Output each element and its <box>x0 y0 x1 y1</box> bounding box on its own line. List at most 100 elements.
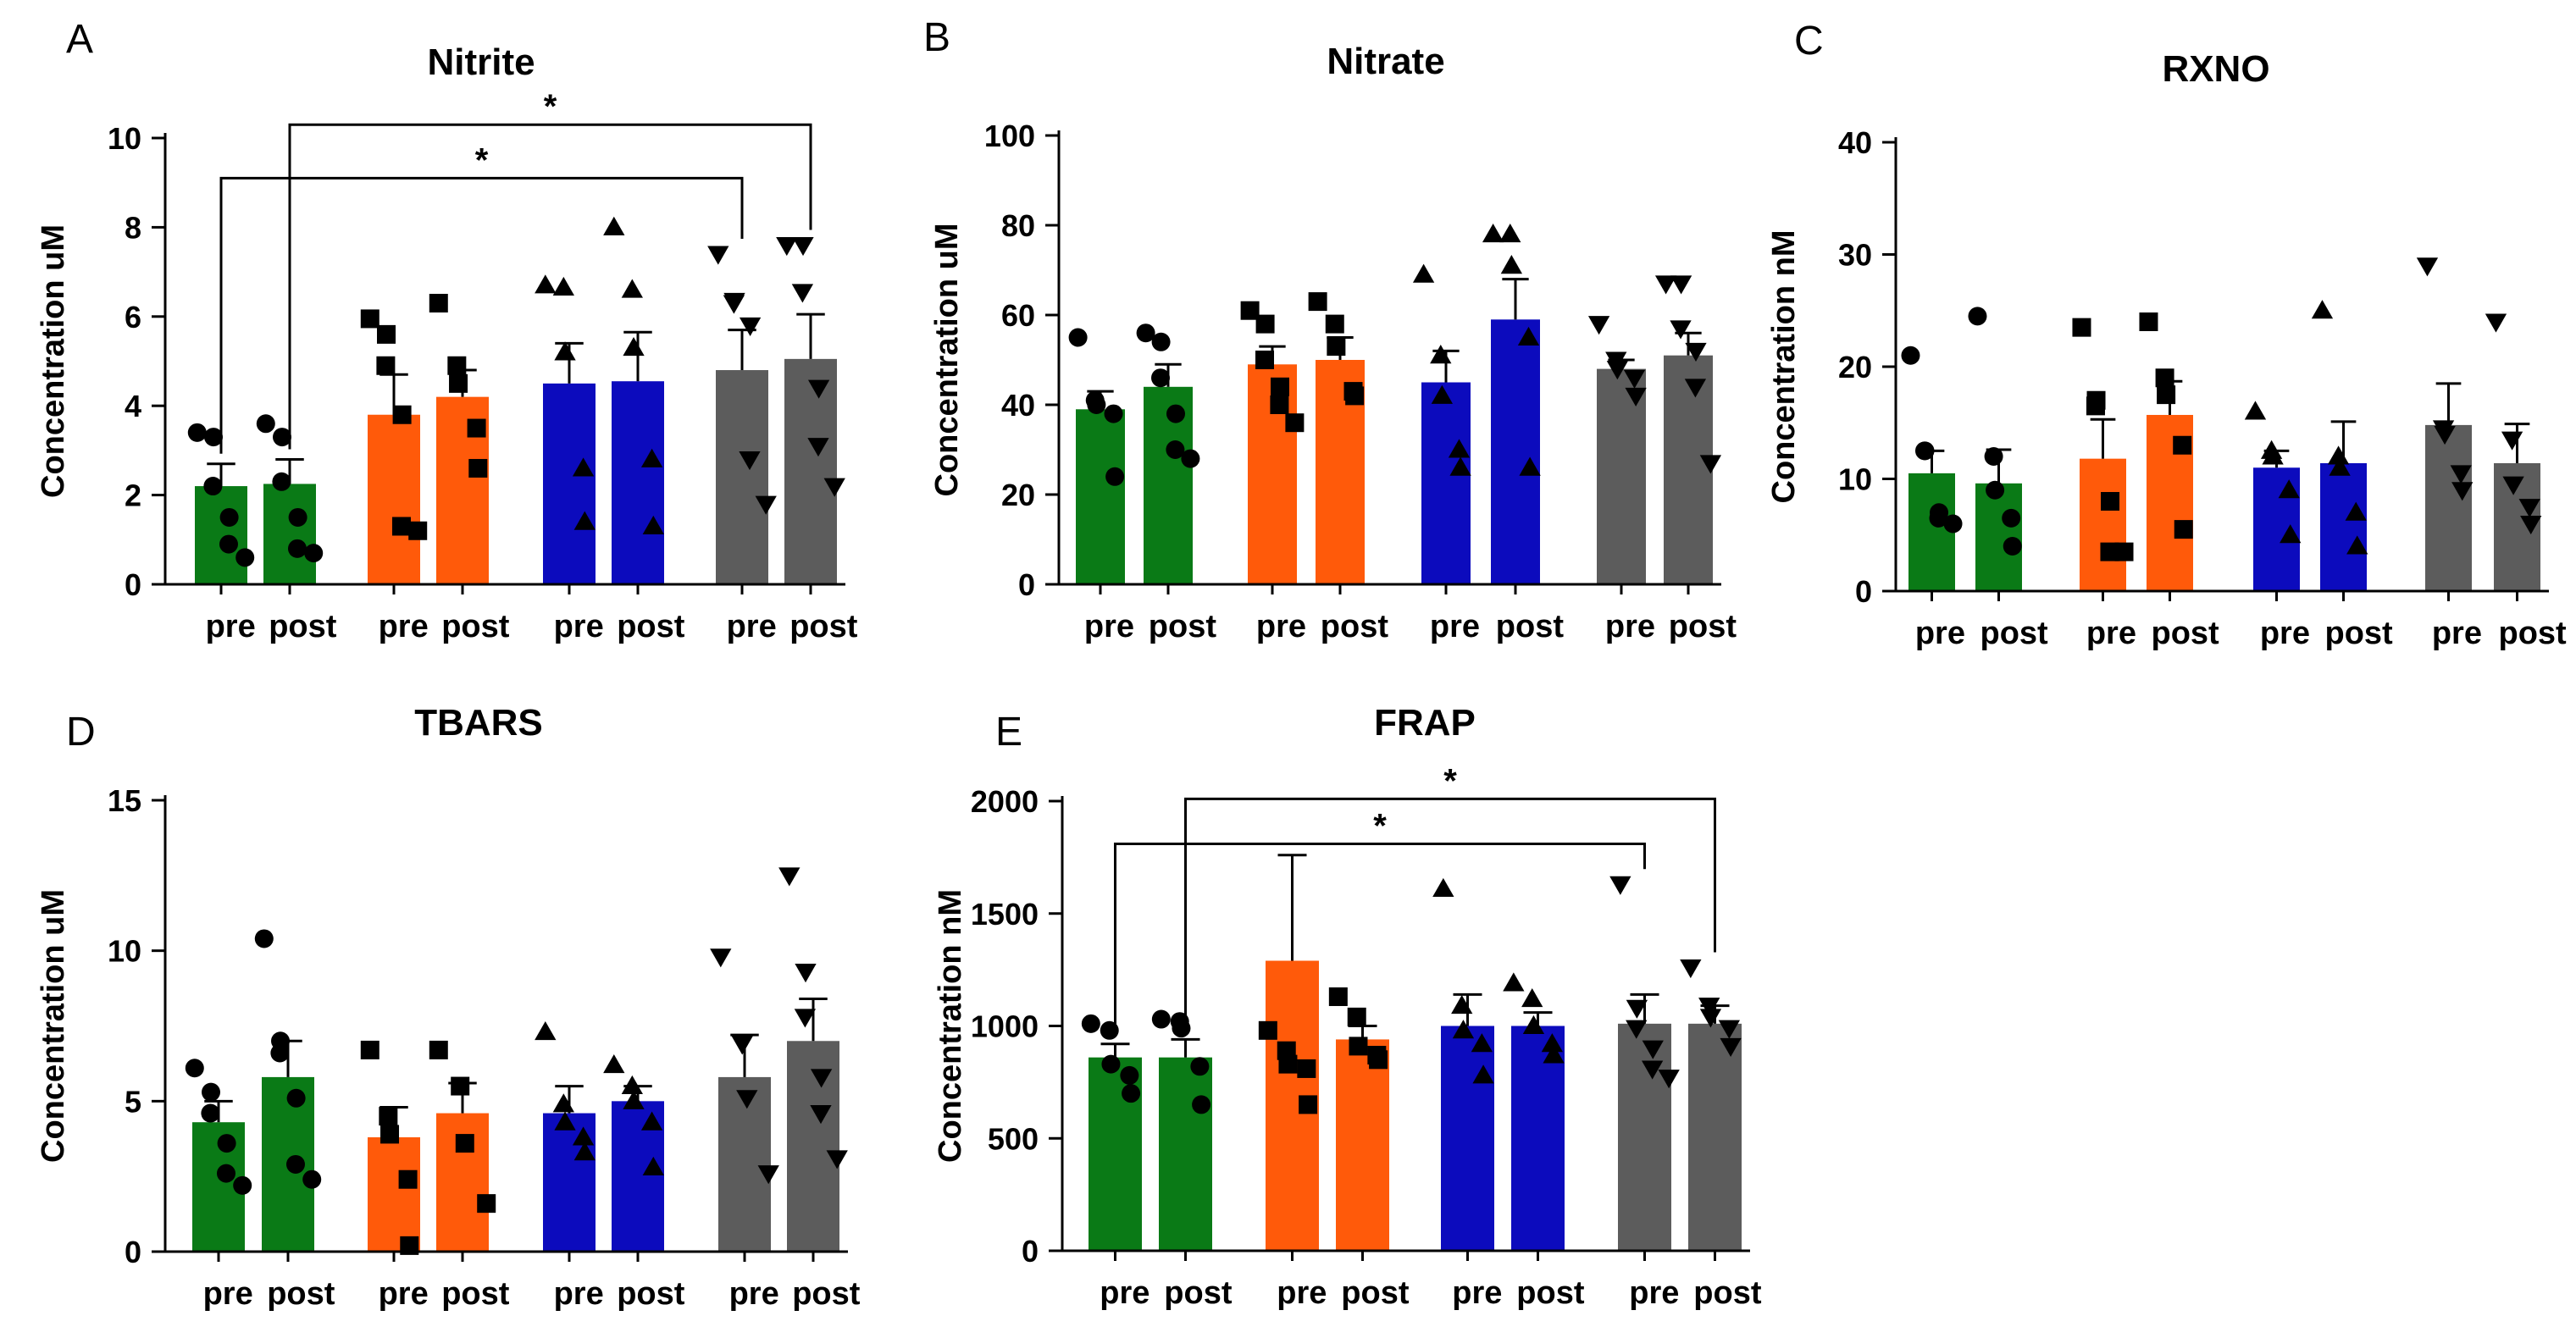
data-point <box>1412 263 1435 283</box>
data-point <box>468 458 488 478</box>
data-point <box>1718 1020 1741 1039</box>
data-point <box>287 539 307 558</box>
data-point <box>1151 332 1171 351</box>
x-tick-label: post <box>1321 609 1389 644</box>
x-tick-label: pre <box>379 609 429 644</box>
data-point <box>1270 377 1289 396</box>
data-point <box>1943 514 1963 534</box>
significance-bracket <box>1184 797 1716 1030</box>
x-tick-label: post <box>441 1276 510 1312</box>
data-point <box>1519 456 1541 476</box>
chart-title: Nitrate <box>1327 41 1444 82</box>
x-tick-label: pre <box>1084 609 1134 644</box>
data-point <box>2174 520 2193 539</box>
data-point <box>217 1134 236 1153</box>
data-point <box>2173 435 2192 455</box>
significance-bracket <box>288 123 812 450</box>
data-point <box>1680 959 1702 979</box>
data-point <box>1623 369 1646 389</box>
data-point <box>1270 395 1289 414</box>
data-point <box>791 284 814 303</box>
bar-blue-pre <box>543 1113 596 1252</box>
x-tick-label: pre <box>2260 616 2310 651</box>
y-axis-label: Concentration uM <box>36 224 71 498</box>
data-point <box>429 1040 448 1059</box>
data-point <box>376 356 396 375</box>
data-point <box>535 274 557 294</box>
x-tick-label: post <box>441 609 510 644</box>
data-point <box>1166 404 1185 423</box>
data-point <box>552 1093 574 1113</box>
data-point <box>398 1169 418 1189</box>
data-point <box>621 1075 643 1095</box>
data-point <box>723 295 745 314</box>
panel-letter: D <box>66 710 96 755</box>
y-tick-label: 8 <box>125 210 141 245</box>
data-point <box>1431 384 1454 404</box>
x-tick-label: post <box>267 1276 335 1312</box>
data-point <box>1285 413 1305 433</box>
data-point <box>1299 1095 1318 1114</box>
data-point <box>603 1054 625 1074</box>
data-point <box>778 867 800 887</box>
x-tick-label: pre <box>1430 609 1480 644</box>
data-point <box>1105 467 1125 486</box>
data-point <box>2072 318 2091 337</box>
data-point <box>1670 320 1692 340</box>
data-point <box>187 423 207 442</box>
data-point <box>2262 445 2284 465</box>
x-tick-label: pre <box>1256 609 1306 644</box>
bar-orange-pre <box>2080 458 2126 591</box>
data-point <box>377 324 396 344</box>
data-point <box>1369 1050 1388 1070</box>
data-point <box>1522 1015 1545 1034</box>
data-point <box>554 1111 576 1131</box>
data-point <box>379 1107 398 1126</box>
data-point <box>1543 1044 1565 1064</box>
bar-green-pre <box>1908 473 1955 591</box>
data-point <box>640 448 663 467</box>
y-tick-label: 1000 <box>971 1009 1039 1044</box>
data-point <box>1087 395 1106 414</box>
data-point <box>1471 1033 1493 1053</box>
data-point <box>380 1125 400 1144</box>
data-point <box>826 1150 848 1169</box>
x-tick-label: pre <box>554 609 604 644</box>
data-point <box>1452 1020 1475 1039</box>
data-point <box>552 276 574 296</box>
data-point <box>408 521 428 540</box>
data-point <box>1968 307 1987 326</box>
y-axis-label: Concentration nM <box>933 889 968 1163</box>
y-axis-label: Concentration uM <box>36 889 71 1163</box>
data-point <box>467 418 486 438</box>
data-point <box>273 428 292 447</box>
data-point <box>2518 499 2540 518</box>
data-point <box>204 428 224 447</box>
x-tick-label: pre <box>554 1276 604 1312</box>
bar-orange-post <box>436 1113 489 1252</box>
data-point <box>755 495 777 515</box>
data-point <box>572 457 595 477</box>
data-point <box>554 341 576 361</box>
data-point <box>1625 387 1647 407</box>
data-point <box>2485 313 2507 333</box>
bar-blue-post <box>1491 319 1540 584</box>
y-tick-label: 100 <box>984 119 1035 153</box>
data-point <box>254 929 274 948</box>
data-point <box>1499 223 1521 243</box>
x-tick-label: pre <box>206 609 256 644</box>
data-point <box>1430 345 1452 364</box>
y-tick-label: 10 <box>108 121 141 156</box>
data-point <box>2139 312 2158 331</box>
data-point <box>2155 368 2174 388</box>
data-point <box>2101 492 2120 511</box>
data-point <box>447 356 467 375</box>
data-point <box>1258 1020 1277 1040</box>
panel-letter: C <box>1794 19 1824 64</box>
bar-green-pre <box>195 486 247 584</box>
bar-gray-pre <box>716 370 768 584</box>
data-point <box>642 1156 664 1175</box>
x-tick-label: pre <box>1452 1275 1502 1311</box>
